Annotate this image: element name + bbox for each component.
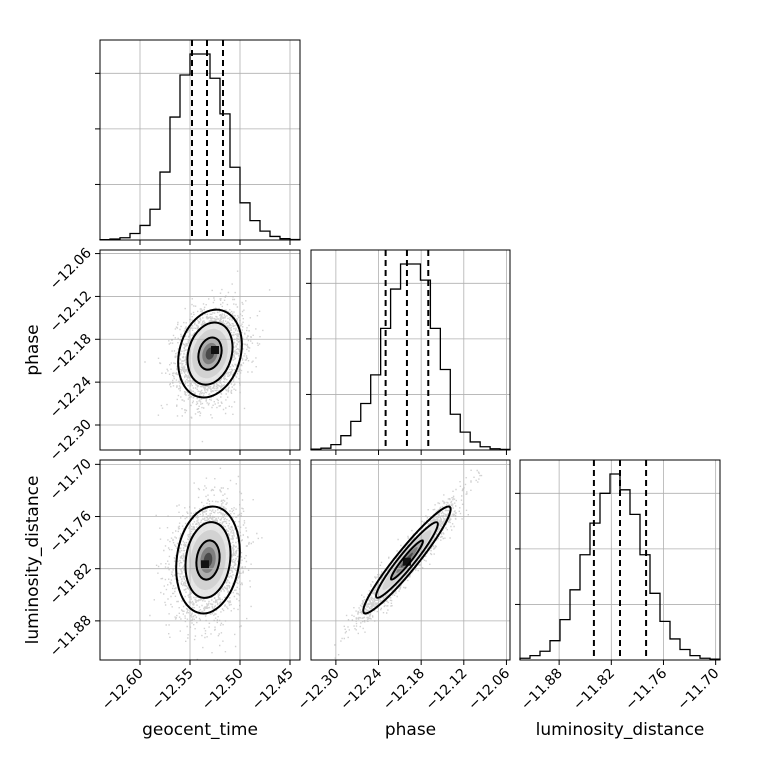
y-axis-label-phase: phase (23, 324, 43, 375)
density-peak (402, 557, 411, 566)
y-tick-label-luminosity_distance: −11.76 (47, 508, 95, 556)
density-peak (201, 560, 209, 569)
y-axis-label-luminosity_distance: luminosity_distance (23, 476, 43, 645)
contour-level-1 (175, 505, 241, 615)
histogram-geocent_time (99, 53, 301, 241)
x-tick-label-geocent_time: −12.55 (149, 666, 197, 714)
panel-frame-geocent_time-phase (99, 249, 301, 451)
x-tick-label-phase: −12.06 (465, 665, 513, 713)
panel-frame-luminosity_distance (519, 459, 721, 661)
x-tick-label-luminosity_distance: −11.70 (675, 666, 723, 714)
contour-level-2 (186, 321, 234, 386)
x-axis-label-phase: phase (385, 720, 436, 740)
y-tick-label-phase: −12.30 (47, 417, 95, 465)
labels-layer: −12.60 −12.55 −12.50 −12.45 geocent_time −12.… (23, 245, 723, 740)
x-tick-label-geocent_time: −12.45 (249, 666, 297, 714)
contour-level-1 (177, 308, 243, 399)
x-tick-label-luminosity_distance: −11.76 (622, 665, 670, 713)
contour-level-3 (195, 539, 221, 581)
contour-level-3 (197, 336, 223, 371)
x-tick-label-geocent_time: −12.50 (199, 666, 247, 714)
contour-level-3 (389, 539, 424, 581)
x-tick-label-phase: −12.12 (423, 666, 471, 714)
contour-level-2 (184, 521, 232, 599)
y-tick-label-luminosity_distance: −11.88 (47, 612, 95, 660)
y-tick-label-phase: −12.06 (47, 245, 95, 293)
histogram-phase (310, 263, 511, 451)
y-tick-label-luminosity_distance: −11.82 (47, 560, 95, 608)
panel-frame-phase (310, 249, 511, 451)
y-tick-label-phase: −12.24 (47, 374, 95, 422)
contour-level-2 (375, 521, 439, 599)
x-tick-label-luminosity_distance: −11.82 (570, 666, 618, 714)
panel-frame-geocent_time (99, 39, 301, 241)
panel-frame-geocent_time-luminosity_distance (99, 459, 301, 661)
x-tick-label-phase: −12.30 (295, 666, 343, 714)
plot-layer (99, 40, 721, 660)
frames-layer (95, 39, 721, 665)
y-tick-label-phase: −12.18 (47, 331, 95, 379)
x-tick-label-phase: −12.18 (380, 666, 428, 714)
y-tick-label-luminosity_distance: −11.70 (47, 456, 95, 504)
x-tick-label-geocent_time: −12.60 (99, 666, 147, 714)
contour-level-1 (362, 505, 452, 615)
panel-frame-phase-luminosity_distance (310, 459, 511, 661)
x-tick-label-phase: −12.24 (337, 665, 385, 713)
x-tick-label-luminosity_distance: −11.88 (518, 666, 566, 714)
density-peak (211, 346, 219, 354)
x-axis-label-luminosity_distance: luminosity_distance (536, 720, 705, 740)
y-tick-label-phase: −12.12 (47, 288, 95, 336)
grid-layer (100, 40, 720, 660)
x-axis-label-geocent_time: geocent_time (142, 720, 258, 740)
